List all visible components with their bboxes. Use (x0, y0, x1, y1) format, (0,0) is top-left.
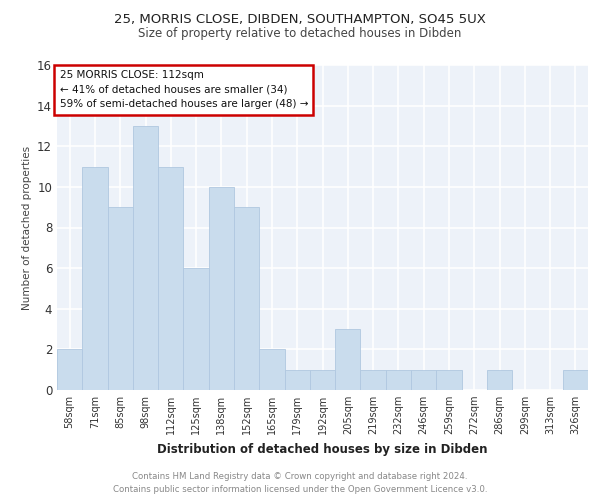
Bar (386, 370, 411, 390)
Bar (411, 370, 436, 390)
Text: 25 MORRIS CLOSE: 112sqm
← 41% of detached houses are smaller (34)
59% of semi-de: 25 MORRIS CLOSE: 112sqm ← 41% of detache… (59, 70, 308, 110)
Bar (184, 268, 209, 390)
Y-axis label: Number of detached properties: Number of detached properties (22, 146, 32, 310)
Text: Size of property relative to detached houses in Dibden: Size of property relative to detached ho… (139, 28, 461, 40)
Bar (133, 126, 158, 390)
Bar (436, 370, 461, 390)
Bar (335, 329, 361, 390)
Bar (82, 166, 107, 390)
Bar (284, 370, 310, 390)
Bar (259, 350, 284, 390)
Bar (107, 207, 133, 390)
Bar (209, 187, 234, 390)
Bar (563, 370, 588, 390)
Bar (310, 370, 335, 390)
X-axis label: Distribution of detached houses by size in Dibden: Distribution of detached houses by size … (157, 442, 488, 456)
Bar (234, 207, 259, 390)
Bar (158, 166, 184, 390)
Bar (487, 370, 512, 390)
Text: 25, MORRIS CLOSE, DIBDEN, SOUTHAMPTON, SO45 5UX: 25, MORRIS CLOSE, DIBDEN, SOUTHAMPTON, S… (114, 12, 486, 26)
Text: Contains HM Land Registry data © Crown copyright and database right 2024.
Contai: Contains HM Land Registry data © Crown c… (113, 472, 487, 494)
Bar (57, 350, 82, 390)
Bar (361, 370, 386, 390)
